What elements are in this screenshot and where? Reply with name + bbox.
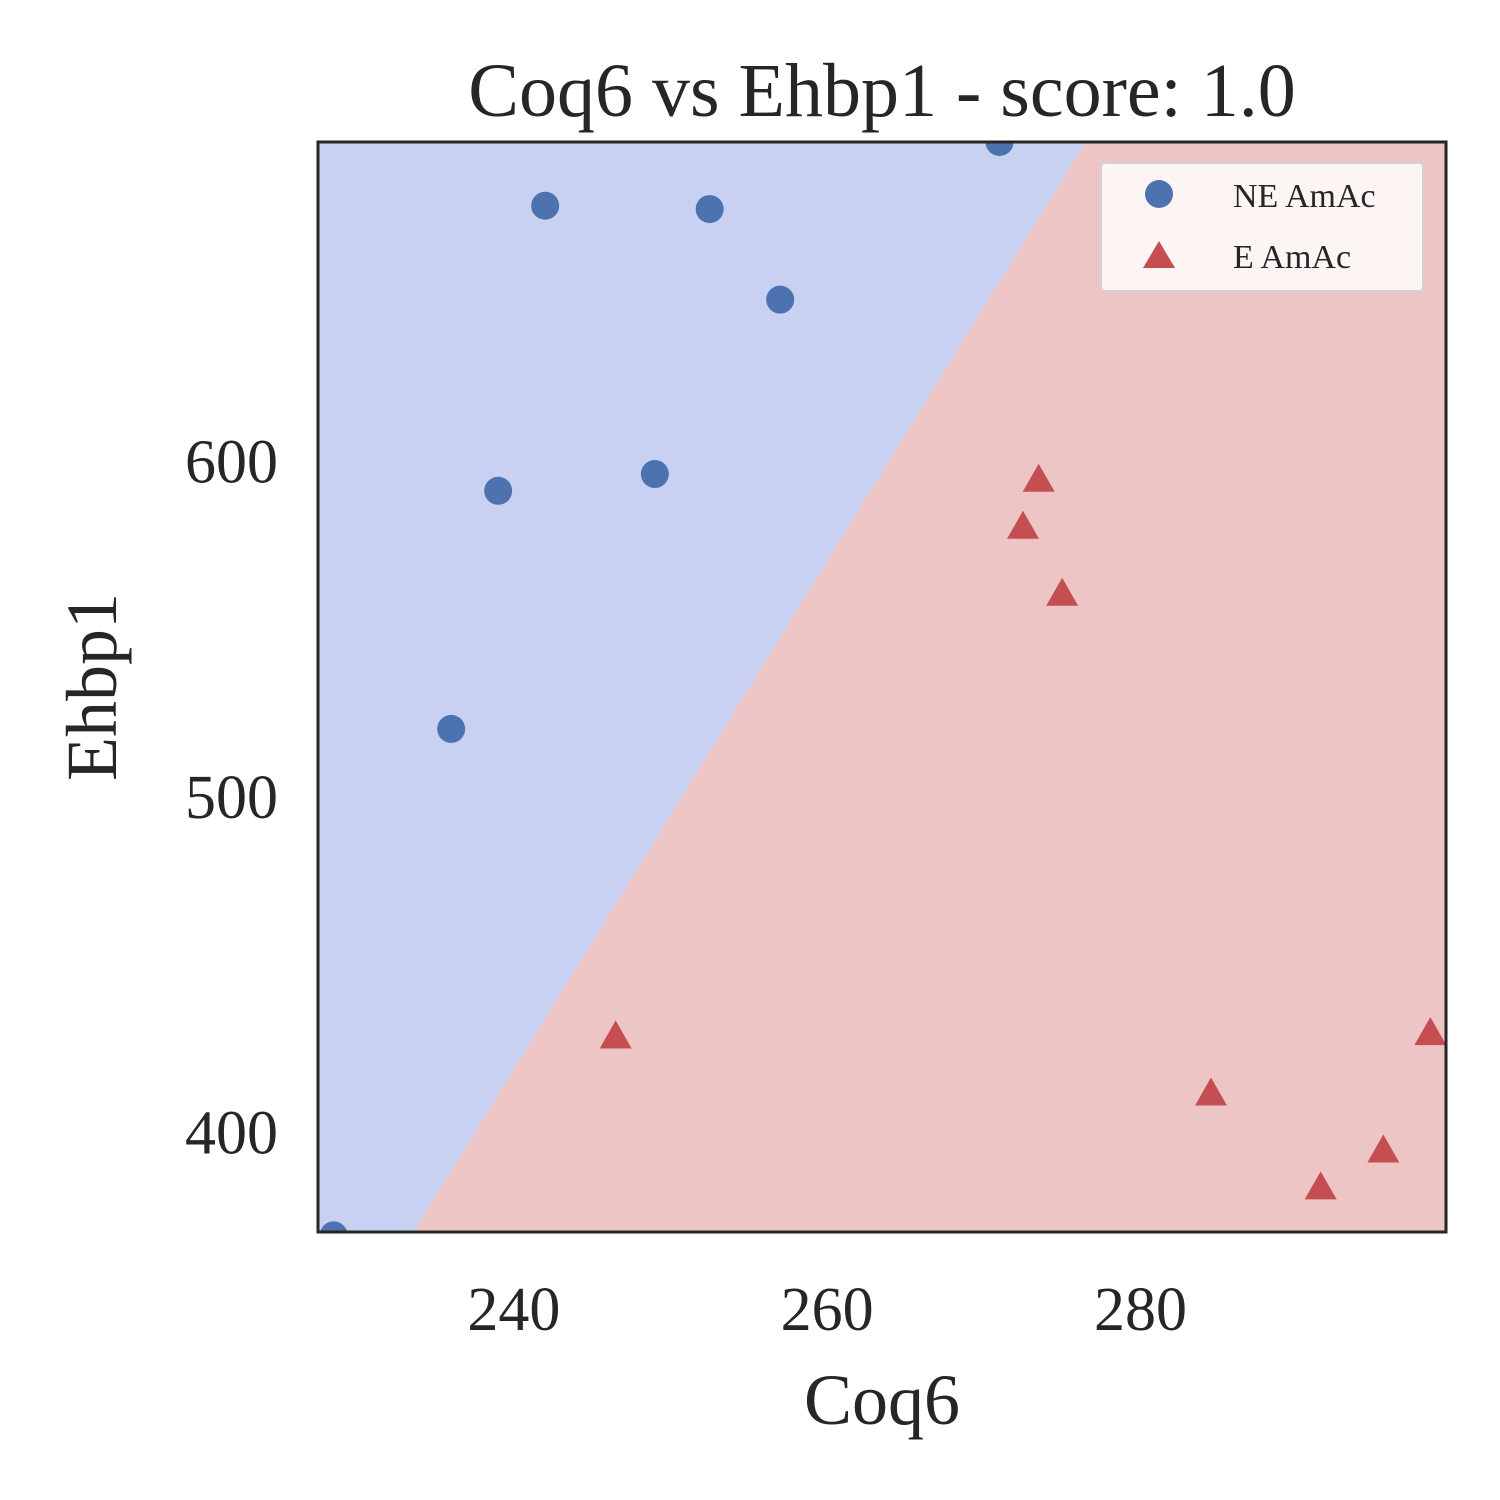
decision-region-ne bbox=[318, 142, 1086, 1232]
plot-area bbox=[318, 142, 1446, 1232]
e-point-1 bbox=[1007, 510, 1039, 539]
x-axis-ticks: 240 260 280 bbox=[467, 1276, 1187, 1344]
y-tick-label: 600 bbox=[185, 429, 278, 497]
y-axis-ticks: 400 500 600 bbox=[185, 429, 278, 1168]
legend-marker-ne bbox=[1145, 180, 1173, 208]
x-tick-label: 280 bbox=[1094, 1276, 1187, 1344]
chart-title: Coq6 vs Ehbp1 - score: 1.0 bbox=[468, 49, 1295, 133]
ne-point-5 bbox=[695, 195, 724, 224]
legend-label-ne: NE AmAc bbox=[1233, 178, 1376, 215]
ne-point-3 bbox=[531, 191, 560, 220]
legend-marker-e bbox=[1143, 241, 1175, 268]
ne-point-2 bbox=[484, 476, 513, 505]
x-tick-label: 240 bbox=[467, 1276, 560, 1344]
ne-point-7 bbox=[985, 142, 1014, 156]
e-point-4 bbox=[1195, 1077, 1227, 1106]
y-tick-label: 400 bbox=[185, 1099, 278, 1167]
y-tick-label: 500 bbox=[185, 764, 278, 832]
data-points bbox=[320, 142, 1446, 1232]
ne-point-0 bbox=[320, 1221, 348, 1232]
ne-point-1 bbox=[437, 714, 466, 743]
e-point-7 bbox=[1414, 1017, 1446, 1046]
ne-point-6 bbox=[766, 285, 795, 314]
legend-box bbox=[1100, 162, 1424, 292]
x-axis-label: Coq6 bbox=[804, 1360, 960, 1440]
e-point-6 bbox=[1367, 1134, 1400, 1163]
y-axis-label: Ehbp1 bbox=[52, 593, 132, 781]
ne-point-4 bbox=[640, 460, 669, 489]
plot-frame bbox=[316, 140, 1448, 1234]
x-tick-label: 260 bbox=[781, 1276, 874, 1344]
e-point-5 bbox=[1304, 1171, 1337, 1200]
legend-label-e: E AmAc bbox=[1233, 239, 1351, 276]
e-point-0 bbox=[599, 1020, 632, 1049]
e-point-2 bbox=[1022, 463, 1055, 492]
legend: NE AmAc E AmAc bbox=[1100, 162, 1424, 292]
decision-region-e bbox=[413, 142, 1446, 1232]
e-point-3 bbox=[1046, 577, 1079, 606]
